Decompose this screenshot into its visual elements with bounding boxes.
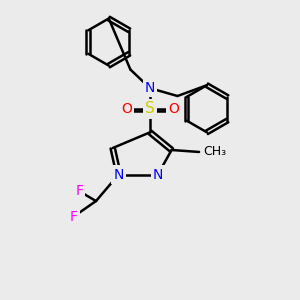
Text: F: F — [75, 184, 83, 198]
Text: O: O — [168, 102, 179, 116]
Text: CH₃: CH₃ — [203, 146, 226, 158]
Text: N: N — [153, 167, 163, 182]
Text: N: N — [145, 81, 155, 95]
Text: N: N — [113, 167, 124, 182]
Text: O: O — [121, 102, 132, 116]
Text: S: S — [145, 101, 155, 116]
Text: F: F — [69, 210, 77, 224]
